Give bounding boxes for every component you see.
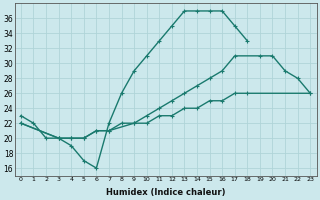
X-axis label: Humidex (Indice chaleur): Humidex (Indice chaleur) [106, 188, 225, 197]
